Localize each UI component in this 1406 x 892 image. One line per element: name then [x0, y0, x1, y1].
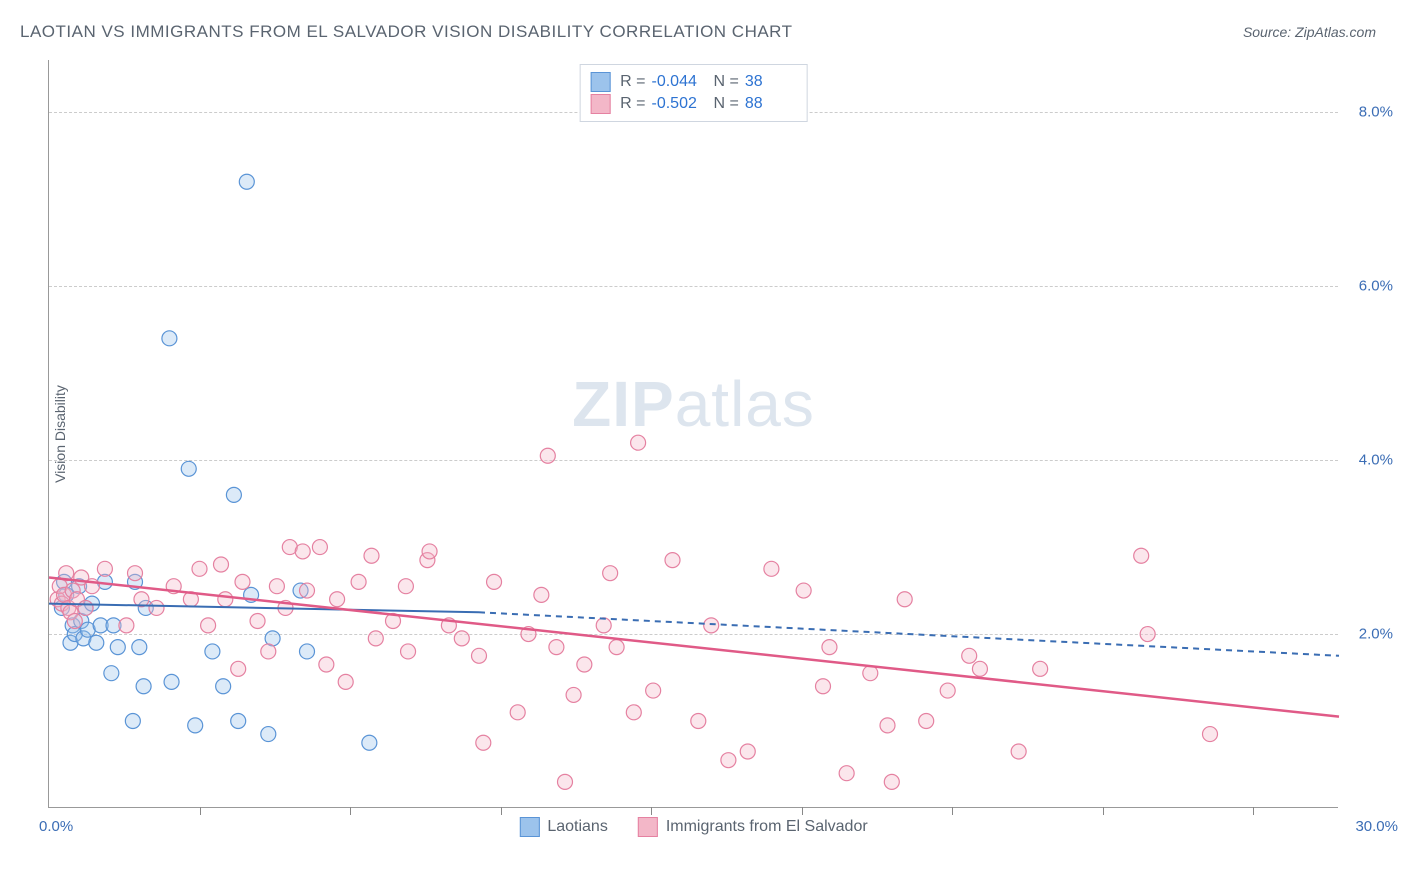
x-axis-max-label: 30.0%: [1355, 818, 1398, 835]
legend-item-elsalvador: Immigrants from El Salvador: [638, 817, 868, 837]
swatch-laotians-icon: [590, 72, 610, 92]
swatch-elsalvador-icon: [590, 94, 610, 114]
chart-plot-area: Vision Disability ZIPatlas R = -0.044 N …: [48, 60, 1338, 808]
series-legend: Laotians Immigrants from El Salvador: [519, 817, 867, 837]
legend-item-laotians: Laotians: [519, 817, 608, 837]
stats-row-laotians: R = -0.044 N = 38: [590, 71, 797, 93]
chart-svg: [49, 60, 1338, 807]
correlation-stats-box: R = -0.044 N = 38 R = -0.502 N = 88: [579, 64, 808, 122]
x-axis-min-label: 0.0%: [39, 818, 73, 835]
source-attribution: Source: ZipAtlas.com: [1243, 24, 1376, 40]
stats-row-elsalvador: R = -0.502 N = 88: [590, 93, 797, 115]
chart-title: LAOTIAN VS IMMIGRANTS FROM EL SALVADOR V…: [20, 22, 793, 42]
legend-swatch-elsalvador-icon: [638, 817, 658, 837]
legend-swatch-laotians-icon: [519, 817, 539, 837]
